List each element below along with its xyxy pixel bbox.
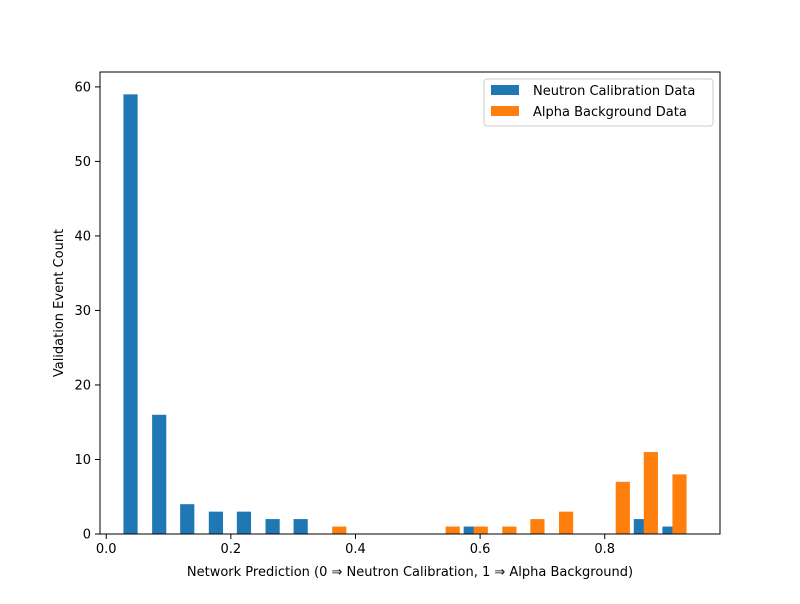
plot-frame <box>99 71 721 535</box>
legend: Neutron Calibration Data Alpha Backgroun… <box>483 78 714 127</box>
neutron-bar <box>236 511 252 534</box>
y-tick-label: 10 <box>74 453 91 468</box>
legend-swatch-alpha <box>491 106 519 116</box>
neutron-bar <box>123 94 138 534</box>
alpha-bar <box>559 511 574 534</box>
y-tick-label: 50 <box>74 155 91 170</box>
y-axis-label: Validation Event Count <box>52 229 67 377</box>
legend-swatch-neutron <box>491 85 519 95</box>
alpha-bar <box>643 452 658 534</box>
alpha-bar <box>672 474 687 534</box>
y-tick-label: 30 <box>74 304 91 319</box>
legend-label-neutron: Neutron Calibration Data <box>533 84 695 99</box>
alpha-bar <box>530 519 545 534</box>
alpha-bar <box>615 481 630 534</box>
legend-label-alpha: Alpha Background Data <box>533 105 687 120</box>
neutron-bar <box>152 414 167 534</box>
neutron-bar <box>265 519 280 534</box>
x-axis-label: Network Prediction (0 ⇒ Neutron Calibrat… <box>187 565 633 580</box>
x-tick-label: 0.6 <box>470 542 491 557</box>
y-tick-label: 0 <box>83 528 91 543</box>
x-axis: 0.0 0.2 0.4 0.6 0.8 <box>96 534 615 557</box>
y-axis: 0 10 20 30 40 50 60 <box>74 80 100 543</box>
x-tick-label: 0.2 <box>221 542 242 557</box>
y-tick-label: 40 <box>74 229 91 244</box>
x-tick-label: 0.4 <box>345 542 366 557</box>
x-tick-label: 0.0 <box>96 542 117 557</box>
neutron-bar <box>180 504 195 534</box>
neutron-bar <box>208 511 223 534</box>
x-tick-label: 0.8 <box>594 542 615 557</box>
bars-layer <box>123 94 687 534</box>
legend-box <box>483 78 714 127</box>
neutron-bar <box>662 526 677 534</box>
neutron-bar <box>463 526 478 534</box>
alpha-bar <box>445 526 460 534</box>
alpha-bar <box>332 526 347 534</box>
y-tick-label: 20 <box>74 378 91 393</box>
alpha-bar <box>502 526 517 534</box>
y-tick-label: 60 <box>74 80 91 95</box>
neutron-bar <box>293 519 308 534</box>
alpha-bar <box>473 526 488 534</box>
